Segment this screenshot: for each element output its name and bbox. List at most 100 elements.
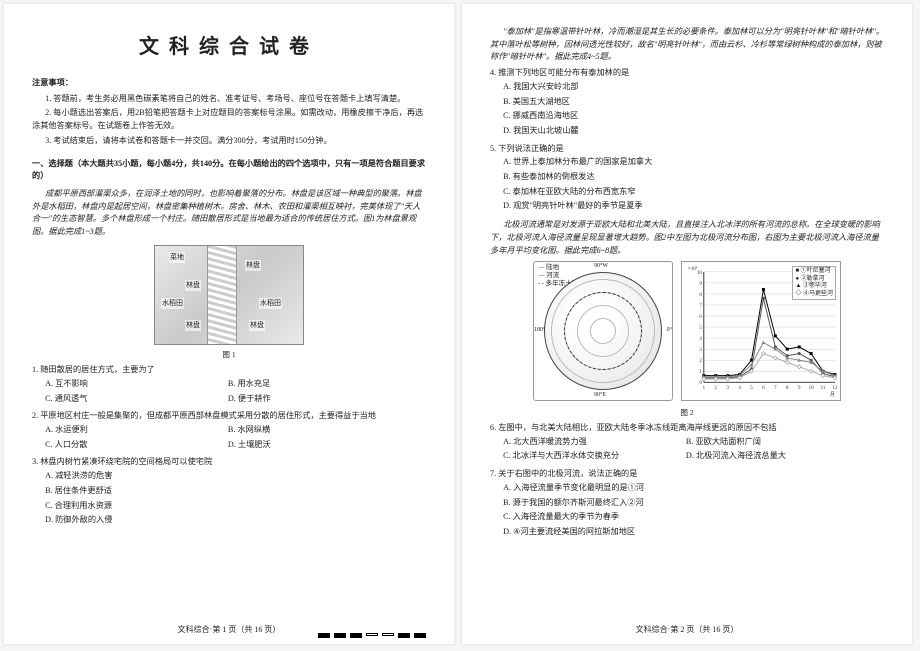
- svg-text:1: 1: [703, 386, 706, 391]
- q4-opt-a: A. 我国大兴安岭北部: [503, 81, 876, 94]
- q3-options: A. 减轻洪涝的危害 B. 居住条件更舒适 C. 合理利用水资源 D. 防御外敌…: [45, 470, 426, 529]
- map-legend-a: — 陆地: [538, 264, 585, 272]
- fig1-label-b: 林盘: [245, 260, 261, 271]
- q5-opt-d: D. 观赏"明亮针叶林"最好的季节是夏季: [503, 200, 876, 213]
- q2-stem: 2. 平原地区村庄一般是集聚的，但成都平原西部林盘模式采用分散的居住形式，主要得…: [32, 410, 426, 423]
- q6-opt-c: C. 北冰洋与大西洋水体交换充分: [503, 450, 686, 463]
- svg-text:6: 6: [762, 386, 765, 391]
- notice-head: 注意事项：: [32, 77, 426, 90]
- q7-opt-d: D. ④河主要流经美国的阿拉斯加地区: [503, 526, 876, 539]
- figure-1-caption: 图 1: [32, 349, 426, 361]
- svg-text:8: 8: [786, 386, 789, 391]
- svg-text:×10⁴: ×10⁴: [688, 266, 698, 272]
- q7-opt-a: A. 入海径流量季节变化最明显的是①河: [503, 482, 876, 495]
- q4-options: A. 我国大兴安岭北部 B. 美国五大湖地区 C. 挪威西南沿海地区 D. 我国…: [503, 81, 884, 140]
- svg-text:2: 2: [699, 359, 702, 364]
- q5-opt-c: C. 泰加林在亚欧大陆的分布西宽东窄: [503, 186, 876, 199]
- q6-opt-a: A. 北大西洋暖流势力强: [503, 436, 686, 449]
- q4-opt-c: C. 挪威西南沿海地区: [503, 110, 876, 123]
- svg-text:12: 12: [832, 386, 837, 391]
- q5-options: A. 世界上泰加林分布最广的国家是加拿大 B. 有些泰加林的倒根发达 C. 泰加…: [503, 156, 884, 215]
- q5-stem: 5. 下列说法正确的是: [490, 143, 884, 156]
- q1-opt-a: A. 互不影响: [45, 378, 228, 391]
- q2-opt-b: B. 水网纵横: [228, 424, 411, 437]
- q3-opt-c: C. 合理利用水资源: [45, 500, 418, 513]
- q4-opt-d: D. 我国天山北坡山麓: [503, 125, 876, 138]
- q3-opt-b: B. 居住条件更舒适: [45, 485, 418, 498]
- q2-opt-c: C. 人口分散: [45, 439, 228, 452]
- svg-text:5: 5: [699, 326, 702, 331]
- q7-options: A. 入海径流量季节变化最明显的是①河 B. 源于我国的额尔齐斯河最终汇入②河 …: [503, 482, 884, 541]
- passage-2a: "泰加林"是指寒温带针叶林，冷而潮湿是其生长的必要条件。泰加林可以分为"明亮针叶…: [490, 26, 884, 64]
- q7-opt-c: C. 入海径流量最大的季节为春季: [503, 511, 876, 524]
- svg-text:8: 8: [699, 293, 702, 298]
- q2-opt-a: A. 水运便利: [45, 424, 228, 437]
- q1-options: A. 互不影响 B. 用水充足 C. 通风透气 D. 便于耕作: [45, 378, 426, 407]
- fig1-label-g: 林盘: [249, 320, 265, 331]
- page-2-footer: 文科综合·第 2 页（共 16 页）: [462, 624, 912, 636]
- exam-page-2: "泰加林"是指寒温带针叶林，冷而潮湿是其生长的必要条件。泰加林可以分为"明亮针叶…: [462, 4, 912, 644]
- q7-stem: 7. 关于右图中的北极河流，说法正确的是: [490, 468, 884, 481]
- chart-legend-3: ▲ ③鄂毕河: [795, 283, 833, 291]
- fig1-label-d: 水稻田: [161, 298, 184, 309]
- q6-opt-b: B. 亚欧大陆面积广阔: [686, 436, 869, 449]
- notice-1: 1. 答题前，考生务必用黑色碳素笔将自己的姓名、准考证号、考场号、座位号在答题卡…: [32, 93, 426, 106]
- q6-options: A. 北大西洋暖流势力强 B. 亚欧大陆面积广阔 C. 北冰洋与大西洋水体交换充…: [503, 436, 884, 465]
- q1-opt-b: B. 用水充足: [228, 378, 411, 391]
- fig1-label-e: 水稻田: [259, 298, 282, 309]
- figure-1: 菜地 林盘 林盘 水稻田 水稻田 林盘 林盘 图 1: [32, 245, 426, 361]
- svg-text:7: 7: [774, 386, 777, 391]
- q1-opt-d: D. 便于耕作: [228, 393, 411, 406]
- svg-text:1: 1: [699, 370, 702, 375]
- svg-text:11: 11: [821, 386, 826, 391]
- chart-legend-1: ■ ①叶尼塞河: [795, 268, 833, 276]
- q6-stem: 6. 左图中，与北美大陆相比，亚欧大陆冬季冰冻线距离海岸线更远的原因不包括: [490, 422, 884, 435]
- q3-opt-d: D. 防御外敌的入侵: [45, 514, 418, 527]
- exam-page-1: 文科综合试卷 注意事项： 1. 答题前，考生务必用黑色碳素笔将自己的姓名、准考证…: [4, 4, 454, 644]
- svg-text:5: 5: [750, 386, 753, 391]
- map-lon-0: 0°: [667, 326, 672, 335]
- q1-stem: 1. 随田散居的居住方式，主要为了: [32, 364, 426, 377]
- map-lon-180: 180°: [534, 326, 545, 335]
- q1-opt-c: C. 通风透气: [45, 393, 228, 406]
- timing-marks: [318, 633, 426, 638]
- q3-stem: 3. 林盘内树竹紧凑环绕宅院的空间格局可以使宅院: [32, 456, 426, 469]
- q5-opt-b: B. 有些泰加林的倒根发达: [503, 171, 876, 184]
- figure-2-map: — 陆地 — 河流 - - 多年冻土边界 90°W 180° 90°E 0°: [533, 261, 673, 401]
- map-lon-90e: 90°E: [594, 391, 606, 400]
- chart-legend: ■ ①叶尼塞河 ● ②勒拿河 ▲ ③鄂毕河 ◇ ④马更些河: [792, 266, 836, 300]
- svg-text:10: 10: [697, 271, 702, 276]
- passage-1: 成都平原西部灌渠众多，在润泽土地的同时，也影响着聚落的分布。林盘是该区域一种典型…: [32, 188, 426, 239]
- svg-text:9: 9: [798, 386, 801, 391]
- q4-opt-b: B. 美国五大湖地区: [503, 96, 876, 109]
- svg-text:7: 7: [699, 304, 702, 309]
- notice-3: 3. 考试结束后，请将本试卷和答题卡一并交回。满分300分，考试用时150分钟。: [32, 135, 426, 148]
- q6-opt-d: D. 北极河流入海径流总量大: [686, 450, 869, 463]
- svg-text:9: 9: [699, 282, 702, 287]
- svg-text:4: 4: [738, 386, 741, 391]
- part-a-head: 一、选择题（本大题共35小题，每小题4分，共140分。在每小题给出的四个选项中，…: [32, 158, 426, 183]
- q7-opt-b: B. 源于我国的额尔齐斯河最终汇入②河: [503, 497, 876, 510]
- chart-legend-4: ◇ ④马更些河: [795, 291, 833, 299]
- q4-stem: 4. 推测下列地区可能分布有泰加林的是: [490, 67, 884, 80]
- fig1-label-c: 林盘: [185, 280, 201, 291]
- svg-text:10: 10: [809, 386, 814, 391]
- notice-2: 2. 每小题选出答案后，用2B铅笔把答题卡上对应题目的答案标号涂黑。如需改动，用…: [32, 107, 426, 132]
- fig1-label-a: 菜地: [169, 252, 185, 263]
- figure-2-caption: 图 2: [490, 407, 884, 419]
- fig1-label-f: 林盘: [185, 320, 201, 331]
- svg-text:3: 3: [726, 386, 729, 391]
- svg-text:3: 3: [699, 348, 702, 353]
- exam-title: 文科综合试卷: [32, 32, 426, 63]
- q5-opt-a: A. 世界上泰加林分布最广的国家是加拿大: [503, 156, 876, 169]
- q2-opt-d: D. 土壤肥沃: [228, 439, 411, 452]
- figure-2: — 陆地 — 河流 - - 多年冻土边界 90°W 180° 90°E 0° ■…: [490, 261, 884, 401]
- q3-opt-a: A. 减轻洪涝的危害: [45, 470, 418, 483]
- svg-text:4: 4: [699, 337, 702, 342]
- figure-1-image: 菜地 林盘 林盘 水稻田 水稻田 林盘 林盘: [154, 245, 304, 345]
- q2-options: A. 水运便利 B. 水网纵横 C. 人口分散 D. 土壤肥沃: [45, 424, 426, 453]
- svg-text:2: 2: [715, 386, 718, 391]
- svg-text:月: 月: [830, 392, 835, 398]
- passage-3: 北极河流通常是对发源于亚欧大陆和北美大陆，且直接注入北冰洋的所有河流的总称。在全…: [490, 219, 884, 257]
- svg-text:6: 6: [699, 315, 702, 320]
